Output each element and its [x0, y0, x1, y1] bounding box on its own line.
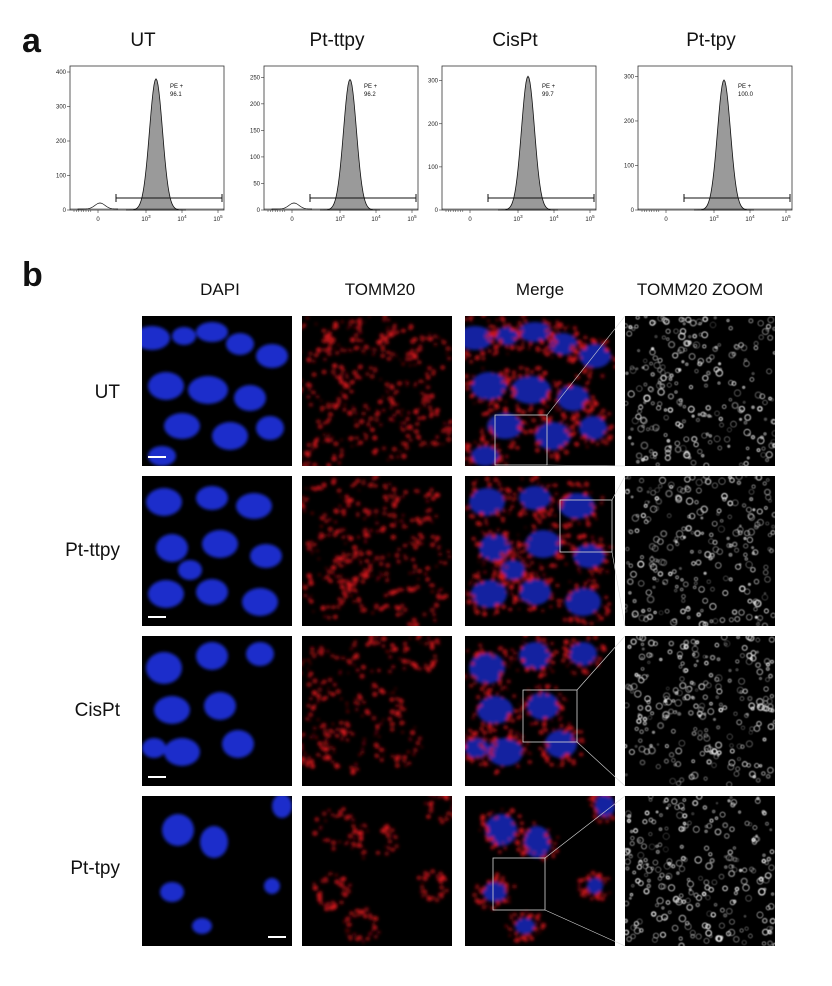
micrograph-dapi-pt-tpy [142, 796, 292, 946]
histogram-title: Pt-tpy [686, 30, 736, 51]
micrograph-tomm20-zoom-pt-ttpy [625, 476, 775, 626]
micrograph-merge-ut [465, 316, 615, 466]
y-tick-label: 200 [624, 119, 635, 125]
x-tick-label: 104 [745, 214, 755, 223]
gate-value: 100.0 [738, 92, 754, 98]
scale-bar [148, 776, 166, 778]
x-tick-label: 104 [177, 214, 187, 223]
histogram-plot: 0 100 200 300 0 103 104 105 PE + 100.0 [624, 65, 793, 223]
histogram-title: Pt-ttpy [309, 30, 365, 51]
histogram-peak [125, 78, 187, 211]
row-label-cispt: CisPt [74, 700, 120, 721]
y-tick-label: 100 [624, 163, 635, 169]
y-tick-label: 100 [56, 174, 67, 180]
micrograph-tomm20-zoom-cispt [625, 636, 775, 786]
gate-label: PE + [170, 84, 184, 90]
y-tick-label: 300 [428, 79, 439, 85]
micrograph-dapi-ut [142, 316, 292, 466]
y-tick-label: 0 [435, 208, 439, 214]
x-tick-label: 105 [213, 214, 223, 223]
y-tick-label: 100 [250, 155, 261, 161]
gate-value: 96.2 [364, 92, 376, 98]
x-tick-label: 0 [96, 217, 100, 223]
micrograph-tomm20-zoom-pt-tpy [625, 796, 775, 946]
histogram-0: UT 0 100 200 300 400 0 103 104 105 PE + 96.1 [54, 30, 232, 230]
gate-label: PE + [738, 84, 752, 90]
x-tick-label: 105 [407, 214, 417, 223]
micrograph-tomm20-cispt [302, 636, 452, 786]
scale-bar [268, 936, 286, 938]
micrograph-tomm20-zoom-ut [625, 316, 775, 466]
y-tick-label: 200 [250, 102, 261, 108]
histogram-3: Pt-tpy 0 100 200 300 0 103 104 105 PE + 100.0 [622, 30, 800, 230]
x-tick-label: 105 [781, 214, 791, 223]
y-tick-label: 100 [428, 165, 439, 171]
scale-bar [148, 616, 166, 618]
y-tick-label: 300 [624, 74, 635, 80]
micrograph-tomm20-pt-ttpy [302, 476, 452, 626]
column-label-tomm20-zoom: TOMM20 ZOOM [636, 280, 764, 299]
x-tick-label: 104 [371, 214, 381, 223]
scale-bar [148, 456, 166, 458]
x-tick-label: 103 [709, 214, 719, 223]
panel-b-letter: b [22, 256, 43, 294]
column-label-dapi: DAPI [200, 280, 240, 299]
x-tick-label: 103 [335, 214, 345, 223]
gate-value: 96.1 [170, 92, 182, 98]
y-tick-label: 0 [257, 208, 261, 214]
micrograph-merge-cispt [465, 636, 615, 786]
micrograph-tomm20-ut [302, 316, 452, 466]
x-tick-label: 103 [141, 214, 151, 223]
histogram-plot: 0 50 100 150 200 250 0 103 104 105 PE + 96.2 [250, 65, 419, 223]
row-label-pt-tpy: Pt-tpy [70, 858, 120, 879]
gate-label: PE + [542, 84, 556, 90]
gate-value: 99.7 [542, 92, 554, 98]
y-tick-label: 200 [56, 139, 67, 145]
x-tick-label: 104 [549, 214, 559, 223]
x-tick-label: 0 [664, 217, 668, 223]
micrograph-tomm20-pt-tpy [302, 796, 452, 946]
histogram-title: UT [130, 30, 156, 51]
histogram-plot: 0 100 200 300 400 0 103 104 105 PE + 96.1 [56, 65, 225, 223]
column-label-merge: Merge [515, 280, 565, 299]
y-tick-label: 50 [253, 181, 260, 187]
y-tick-label: 400 [56, 70, 67, 76]
micrograph-merge-pt-ttpy [465, 476, 615, 626]
x-tick-label: 0 [290, 217, 294, 223]
histogram-plot: 0 100 200 300 0 103 104 105 PE + 99.7 [428, 65, 597, 223]
row-label-ut: UT [94, 382, 120, 403]
y-tick-label: 300 [56, 105, 67, 111]
y-tick-label: 0 [631, 208, 635, 214]
micrograph-dapi-cispt [142, 636, 292, 786]
x-tick-label: 103 [513, 214, 523, 223]
micrograph-dapi-pt-ttpy [142, 476, 292, 626]
y-tick-label: 250 [250, 75, 261, 81]
y-tick-label: 200 [428, 122, 439, 128]
histogram-peak [319, 78, 381, 211]
x-tick-label: 0 [468, 217, 472, 223]
panel-a-letter: a [22, 22, 41, 60]
x-tick-label: 105 [585, 214, 595, 223]
histogram-1: Pt-ttpy 0 50 100 150 200 250 0 103 104 105 PE + 96.2 [248, 30, 426, 230]
row-label-pt-ttpy: Pt-ttpy [65, 540, 120, 561]
column-label-tomm20: TOMM20 [344, 280, 416, 299]
histogram-peak [693, 79, 755, 211]
micrograph-merge-pt-tpy [465, 796, 615, 946]
gate-label: PE + [364, 84, 378, 90]
histogram-2: CisPt 0 100 200 300 0 103 104 105 PE + 99.7 [426, 30, 604, 230]
y-tick-label: 0 [63, 208, 67, 214]
y-tick-label: 150 [250, 128, 261, 134]
histogram-title: CisPt [492, 30, 538, 51]
